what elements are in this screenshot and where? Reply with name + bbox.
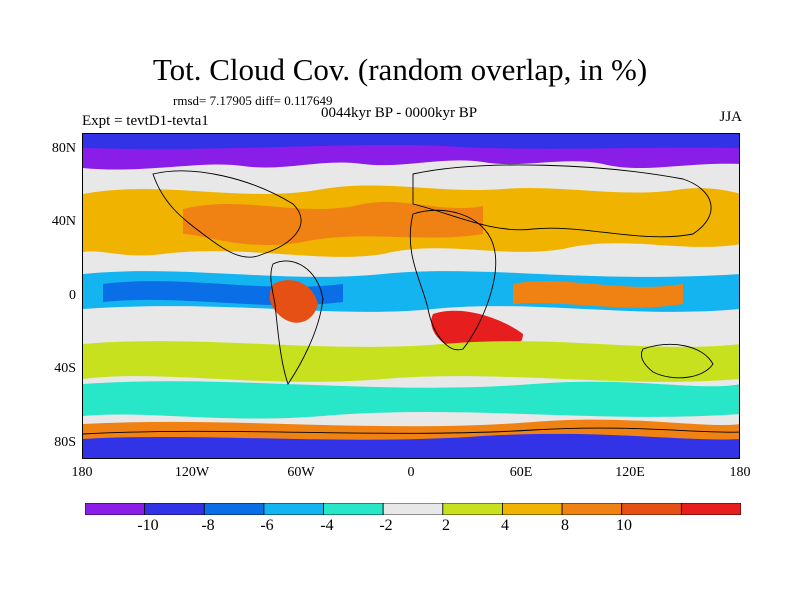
colorbar-box [621,503,682,515]
colorbar-box [323,503,384,515]
indian-ocean-positive [513,281,683,308]
sh-weak-positive [83,341,739,382]
colorbar [85,503,741,515]
colorbar-box [203,503,265,515]
nh-strong-positive [183,201,483,246]
colorbar-label-10: 10 [616,517,632,534]
south-america-outline [270,260,324,386]
colorbar-label-m6: -6 [260,517,274,534]
eurasia-outline [412,164,712,238]
colorbar-box [85,503,146,515]
lon-tick-60w: 60W [287,465,315,480]
lon-tick-120w: 120W [174,465,210,480]
colorbar-box [382,503,444,515]
colorbar-box [502,503,563,515]
lat-tick-80n: 80N [51,141,76,156]
season-label: JJA [719,109,742,125]
lon-tick-0: 0 [407,465,415,480]
antarctica-outline [83,427,739,435]
colorbar-box [680,503,741,515]
lat-tick-40n: 40N [51,214,76,229]
colorbar-box [263,503,324,515]
colorbar-label-m2: -2 [379,517,393,534]
colorbar-boxes [85,503,741,515]
colorbar-label-8: 8 [561,517,569,534]
colorbar-box [561,503,623,515]
polar-strong-negative [83,134,739,149]
colorbar-label-2: 2 [442,517,450,534]
lon-tick-60e: 60E [509,465,533,480]
colorbar-label-m4: -4 [320,517,334,534]
map-panel [82,133,740,459]
north-america-outline [152,170,302,258]
lon-tick-120e: 120E [615,465,645,480]
lon-tick-180e: 180 [729,465,751,480]
colorbar-box [144,503,205,515]
colorbar-label-m8: -8 [201,517,215,534]
map-title: Tot. Cloud Cov. (random overlap, in %) [152,52,648,87]
antarctic-negative [83,433,739,458]
colorbar-label-m10: -10 [137,517,159,534]
colorbar-box [442,503,503,515]
australia-outline [641,343,714,379]
sh-weak-negative [83,381,739,419]
south-america-positive [269,280,318,323]
lat-tick-40s: 40S [54,361,76,376]
cloud-cover-field [83,134,739,458]
lat-tick-80s: 80S [54,435,76,450]
africa-outline [409,209,497,351]
lon-tick-180w: 180 [71,465,93,480]
experiment-label: Expt = tevtD1-tevta1 [82,113,209,129]
coastlines [83,164,739,435]
colorbar-label-4: 4 [501,517,509,534]
stats-line: rmsd= 7.17905 diff= 0.117649 [173,93,333,108]
period-line: 0044kyr BP - 0000kyr BP [321,105,478,121]
lat-tick-0: 0 [69,288,76,303]
